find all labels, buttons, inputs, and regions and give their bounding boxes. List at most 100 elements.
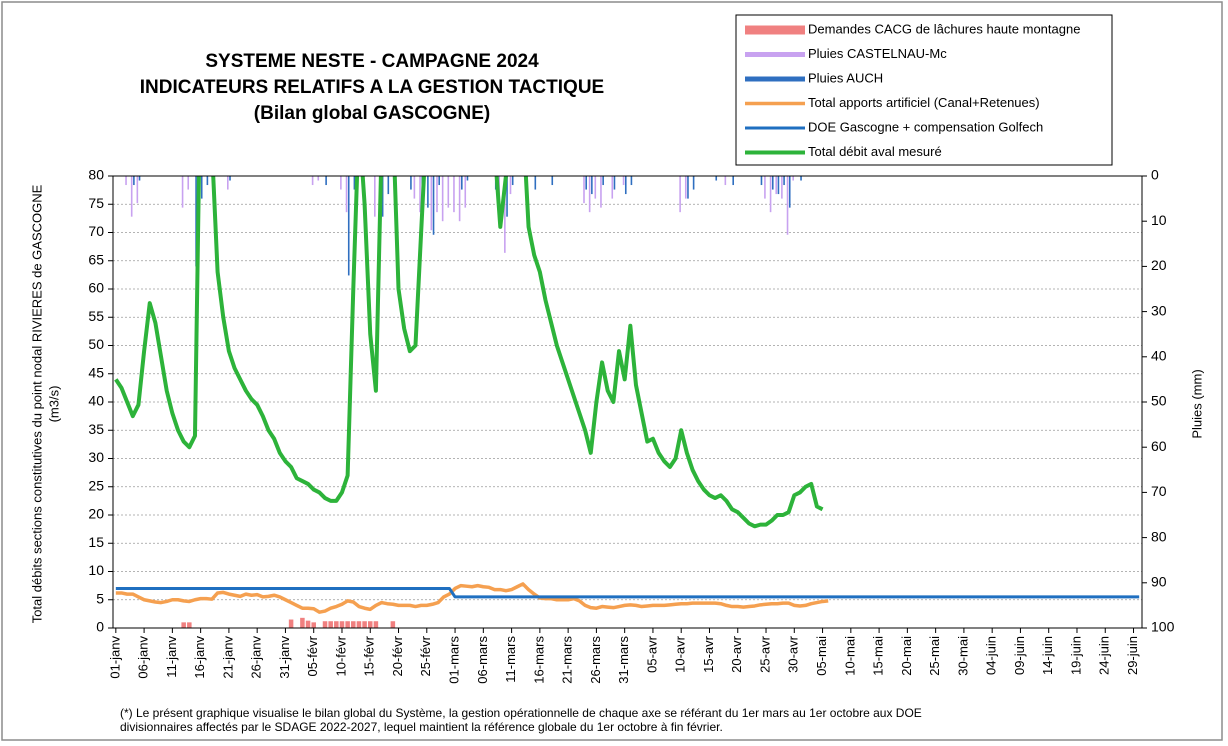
rain-bar	[464, 176, 467, 208]
bar	[334, 621, 339, 628]
rain-bar	[551, 176, 554, 186]
y-tick-label: 15	[88, 534, 104, 550]
x-tick-label: 05-avr	[644, 635, 659, 673]
rain-bar	[430, 176, 433, 231]
rain-bar	[133, 176, 135, 186]
rain-bar	[602, 176, 604, 186]
rain-bar	[311, 176, 314, 186]
y2-tick-label: 20	[1151, 257, 1167, 273]
rain-bar	[591, 176, 593, 195]
x-tick-label: 16-mars	[531, 636, 546, 684]
y2-tick-label: 70	[1151, 483, 1167, 499]
y2-tick-label: 40	[1151, 348, 1167, 364]
x-tick-label: 21-mars	[560, 636, 575, 684]
plot	[114, 176, 1140, 628]
y-axis-label: (m3/s)	[46, 386, 61, 423]
y-tick-label: 25	[88, 477, 104, 493]
x-tick-label: 06-mars	[475, 636, 490, 684]
rain-bar	[410, 176, 412, 190]
rain-bar	[374, 176, 376, 217]
rain-bar	[775, 176, 778, 195]
rain-bar	[419, 176, 421, 213]
rain-bar	[724, 176, 727, 186]
rain-bar	[594, 176, 597, 199]
footnote: divisionnaires affectés par le SDAGE 202…	[120, 720, 723, 734]
x-tick-label: 31-janv	[277, 636, 292, 679]
y2-tick-label: 10	[1151, 212, 1167, 228]
x-tick-label: 01-mars	[446, 636, 461, 684]
rain-bar	[187, 176, 190, 190]
rain-bar	[441, 176, 444, 222]
x-tick-label: 10-avr	[673, 635, 688, 673]
rain-bar	[783, 176, 785, 186]
rain-bar	[771, 176, 774, 190]
rain-bar	[692, 176, 695, 190]
y-axis-label: Total débits sections constitutives du p…	[29, 184, 44, 623]
rain-bar	[317, 176, 320, 181]
y2-axis-label: Pluies (mm)	[1189, 369, 1204, 438]
rain-bar	[588, 176, 591, 213]
rain-bar	[509, 176, 512, 195]
y2-tick-label: 80	[1151, 528, 1167, 544]
x-tick-label: 09-juin	[1012, 636, 1027, 675]
x-tick-label: 20-févr	[390, 635, 405, 676]
bar	[345, 621, 350, 628]
y-tick-label: 0	[96, 619, 104, 635]
bar	[328, 621, 333, 628]
legend: Demandes CACG de lâchures haute montagne…	[745, 21, 1080, 159]
rain-bar	[347, 176, 350, 276]
bar	[322, 621, 328, 628]
x-tick-label: 15-févr	[362, 635, 377, 676]
y2-tick-label: 90	[1151, 574, 1167, 590]
chart-title: (Bilan global GASCOGNE)	[254, 103, 490, 124]
rain-bar	[325, 176, 327, 186]
x-tick-label: 19-juin	[1068, 636, 1083, 675]
rain-bar	[227, 176, 229, 190]
y-tick-label: 20	[88, 506, 104, 522]
rain-bar	[130, 176, 133, 217]
rain-bar	[687, 176, 689, 199]
rain-bar	[630, 176, 633, 186]
rain-bar	[447, 176, 450, 208]
bar	[181, 622, 186, 628]
y-tick-label: 5	[96, 590, 104, 606]
rain-bar	[206, 176, 209, 186]
x-tick-label: 15-mai	[871, 636, 886, 676]
x-tick-label: 26-janv	[249, 636, 264, 679]
x-tick-label: 25-avr	[757, 635, 772, 673]
rain-bar	[534, 176, 537, 190]
x-tick-label: 11-mars	[503, 636, 518, 683]
y-tick-label: 75	[88, 195, 104, 211]
y-tick-label: 70	[88, 223, 104, 239]
rain-bar	[613, 176, 616, 190]
bar	[351, 621, 356, 628]
rain-bar	[504, 176, 506, 253]
y-tick-label: 50	[88, 336, 104, 352]
y-tick-label: 65	[88, 251, 104, 267]
y-tick-label: 30	[88, 449, 104, 465]
x-tick-label: 30-mai	[955, 636, 970, 676]
bar	[356, 621, 362, 628]
bar	[187, 622, 192, 628]
rain-bar	[458, 176, 461, 222]
x-tick-label: 11-janv	[164, 636, 179, 678]
rain-bar	[138, 176, 141, 181]
rain-bar	[345, 176, 348, 213]
x-tick-label: 30-avr	[786, 635, 801, 673]
rain-bar	[181, 176, 184, 208]
y-tick-label: 35	[88, 421, 104, 437]
rain-bar	[777, 176, 780, 195]
rain-bar	[387, 176, 390, 195]
rain-bar	[511, 176, 514, 186]
x-tick-label: 31-mars	[616, 636, 631, 684]
rain-bar	[381, 176, 384, 217]
legend-label: Pluies CASTELNAU-Mc	[808, 46, 947, 61]
x-tick-label: 26-mars	[588, 636, 603, 684]
x-tick-label: 21-janv	[220, 636, 235, 679]
rain-bar	[585, 176, 587, 190]
x-tick-label: 20-mai	[899, 636, 914, 676]
chart-title: SYSTEME NESTE - CAMPAGNE 2024	[205, 51, 539, 72]
y2-tick-label: 30	[1151, 302, 1167, 318]
legend-label: Pluies AUCH	[808, 70, 883, 85]
x-tick-label: 10-mai	[842, 636, 857, 676]
